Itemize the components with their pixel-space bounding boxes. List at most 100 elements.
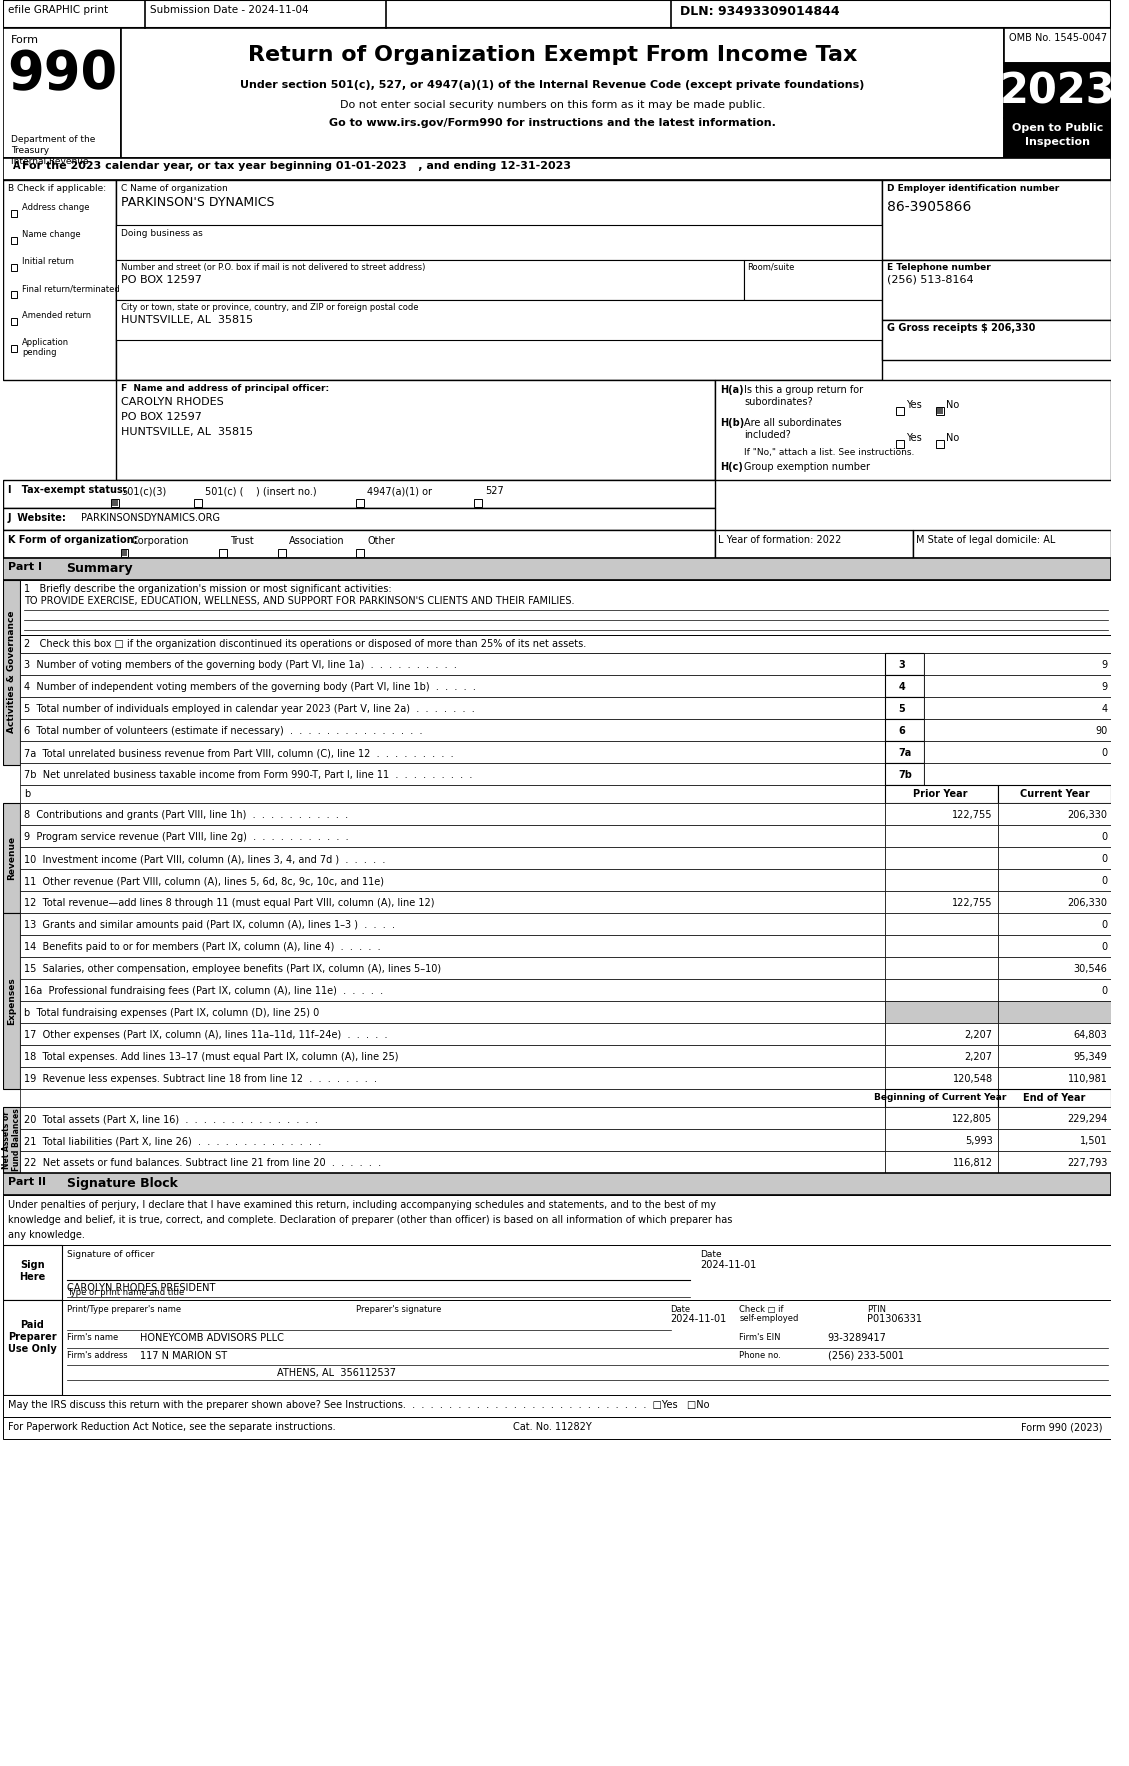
Text: 122,755: 122,755 — [952, 811, 992, 819]
Text: Do not enter social security numbers on this form as it may be made public.: Do not enter social security numbers on … — [340, 101, 765, 109]
Text: 120,548: 120,548 — [953, 1074, 992, 1084]
Text: Doing business as: Doing business as — [121, 230, 202, 238]
Text: 20  Total assets (Part X, line 16)  .  .  .  .  .  .  .  .  .  .  .  .  .  .  .: 20 Total assets (Part X, line 16) . . . … — [25, 1114, 318, 1123]
Bar — [998, 825, 1111, 848]
Bar — [112, 500, 117, 507]
Text: 4947(a)(1) or: 4947(a)(1) or — [367, 486, 432, 496]
Text: H(b): H(b) — [719, 419, 744, 427]
Bar — [998, 1067, 1111, 1090]
Text: L Year of formation: 2022: L Year of formation: 2022 — [718, 535, 841, 546]
Bar — [924, 763, 1111, 786]
Text: Number and street (or P.O. box if mail is not delivered to street address): Number and street (or P.O. box if mail i… — [121, 263, 425, 272]
Bar — [924, 653, 1111, 675]
Text: No: No — [945, 401, 959, 410]
Text: B Check if applicable:: B Check if applicable: — [8, 184, 106, 192]
Bar — [194, 500, 202, 507]
Bar — [998, 804, 1111, 825]
Text: Internal Revenue: Internal Revenue — [10, 157, 88, 166]
Bar — [20, 957, 885, 978]
Bar — [885, 913, 998, 934]
Text: If "No," attach a list. See instructions.: If "No," attach a list. See instructions… — [744, 449, 914, 457]
Bar — [115, 180, 882, 380]
Text: included?: included? — [744, 429, 791, 440]
Text: 93-3289417: 93-3289417 — [828, 1333, 886, 1342]
Text: PTIN: PTIN — [867, 1305, 886, 1314]
Text: 95,349: 95,349 — [1074, 1053, 1108, 1061]
Text: Signature Block: Signature Block — [67, 1176, 177, 1190]
Text: CAROLYN RHODES: CAROLYN RHODES — [121, 397, 224, 406]
Bar — [20, 1090, 885, 1107]
Text: Paid: Paid — [20, 1319, 44, 1330]
Text: Other: Other — [367, 537, 395, 546]
Text: 4  Number of independent voting members of the governing body (Part VI, line 1b): 4 Number of independent voting members o… — [25, 682, 476, 692]
Text: Type or print name and title: Type or print name and title — [67, 1287, 184, 1296]
Text: OMB No. 1545-0047: OMB No. 1545-0047 — [1009, 34, 1108, 42]
Text: Preparer's signature: Preparer's signature — [357, 1305, 441, 1314]
Text: 227,793: 227,793 — [1067, 1158, 1108, 1167]
Text: 3: 3 — [899, 660, 905, 669]
Bar — [20, 978, 885, 1001]
Bar — [885, 957, 998, 978]
Bar — [998, 1107, 1111, 1128]
Bar — [111, 500, 119, 507]
Text: 3  Number of voting members of the governing body (Part VI, line 1a)  .  .  .  .: 3 Number of voting members of the govern… — [25, 660, 457, 669]
Bar — [2, 579, 20, 765]
Bar — [885, 1107, 998, 1128]
Text: K Form of organization:: K Form of organization: — [8, 535, 138, 546]
Text: 7b  Net unrelated business taxable income from Form 990-T, Part I, line 11  .  .: 7b Net unrelated business taxable income… — [25, 770, 473, 781]
Bar — [885, 675, 924, 698]
Bar — [10, 237, 17, 244]
Text: Name change: Name change — [23, 230, 81, 238]
Bar — [20, 1067, 885, 1090]
Bar — [885, 892, 998, 913]
Bar — [20, 848, 885, 869]
Bar — [122, 549, 128, 556]
Text: 11  Other revenue (Part VIII, column (A), lines 5, 6d, 8c, 9c, 10c, and 11e): 11 Other revenue (Part VIII, column (A),… — [25, 876, 384, 887]
Bar — [1005, 118, 1111, 157]
Text: knowledge and belief, it is true, correct, and complete. Declaration of preparer: knowledge and belief, it is true, correc… — [8, 1215, 732, 1226]
Bar — [744, 260, 882, 300]
Bar — [924, 719, 1111, 742]
Bar — [1005, 28, 1111, 64]
Bar — [20, 892, 885, 913]
Text: Part I: Part I — [8, 562, 42, 572]
Text: 5,993: 5,993 — [965, 1136, 992, 1146]
Bar — [115, 300, 882, 341]
Text: 2024-11-01: 2024-11-01 — [671, 1314, 727, 1324]
Text: 117 N MARION ST: 117 N MARION ST — [140, 1351, 227, 1362]
Text: J  Website:: J Website: — [8, 512, 67, 523]
Text: 0: 0 — [1102, 855, 1108, 864]
Text: 6  Total number of volunteers (estimate if necessary)  .  .  .  .  .  .  .  .  .: 6 Total number of volunteers (estimate i… — [25, 726, 423, 736]
Text: 8  Contributions and grants (Part VIII, line 1h)  .  .  .  .  .  .  .  .  .  .  : 8 Contributions and grants (Part VIII, l… — [25, 811, 349, 819]
Bar — [115, 224, 882, 260]
Text: No: No — [945, 433, 959, 443]
Bar — [10, 291, 17, 298]
Text: 0: 0 — [1102, 920, 1108, 931]
Bar — [2, 157, 1111, 180]
Text: Return of Organization Exempt From Income Tax: Return of Organization Exempt From Incom… — [248, 44, 857, 65]
Bar — [121, 549, 129, 556]
Text: E Telephone number: E Telephone number — [886, 263, 990, 272]
Bar — [20, 1023, 885, 1045]
Text: Date: Date — [700, 1250, 721, 1259]
Bar — [20, 869, 885, 892]
Bar — [2, 1196, 1111, 1245]
Text: 15  Salaries, other compensation, employee benefits (Part IX, column (A), lines : 15 Salaries, other compensation, employe… — [25, 964, 441, 975]
Bar — [219, 549, 227, 556]
Bar — [885, 763, 924, 786]
Text: Form 990 (2023): Form 990 (2023) — [1021, 1422, 1103, 1432]
Text: (256) 513-8164: (256) 513-8164 — [886, 275, 973, 284]
Bar — [998, 786, 1111, 804]
Bar — [937, 408, 943, 413]
Text: Department of the: Department of the — [10, 134, 95, 145]
Bar — [2, 0, 1111, 28]
Text: Prior Year: Prior Year — [913, 789, 968, 798]
Text: End of Year: End of Year — [1023, 1093, 1086, 1104]
Text: P01306331: P01306331 — [867, 1314, 922, 1324]
Text: self-employed: self-employed — [739, 1314, 798, 1323]
Bar — [885, 934, 998, 957]
Bar — [115, 380, 715, 480]
Bar — [20, 675, 885, 698]
Text: Firm's name: Firm's name — [67, 1333, 117, 1342]
Bar — [278, 549, 286, 556]
